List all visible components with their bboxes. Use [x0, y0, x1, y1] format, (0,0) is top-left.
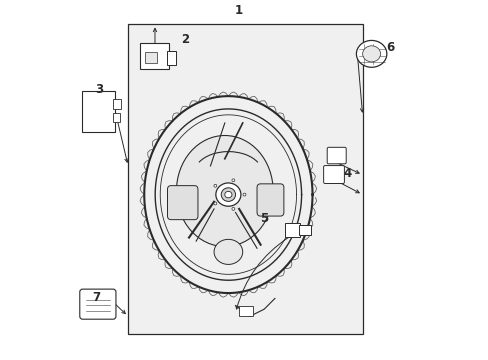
Ellipse shape	[356, 40, 386, 67]
Ellipse shape	[231, 179, 234, 182]
FancyBboxPatch shape	[82, 91, 115, 131]
FancyBboxPatch shape	[299, 225, 311, 235]
Text: 6: 6	[385, 41, 393, 54]
FancyBboxPatch shape	[323, 166, 344, 184]
FancyBboxPatch shape	[257, 184, 284, 216]
Text: 4: 4	[342, 167, 350, 180]
Ellipse shape	[215, 183, 241, 206]
Ellipse shape	[362, 46, 380, 62]
Ellipse shape	[224, 192, 231, 198]
Text: 3: 3	[95, 83, 103, 96]
FancyBboxPatch shape	[166, 51, 176, 64]
Ellipse shape	[243, 193, 245, 196]
Ellipse shape	[221, 188, 235, 201]
Ellipse shape	[213, 202, 216, 205]
Ellipse shape	[176, 135, 273, 247]
Ellipse shape	[214, 239, 242, 264]
FancyBboxPatch shape	[167, 186, 198, 220]
FancyBboxPatch shape	[326, 147, 346, 164]
Text: 1: 1	[235, 4, 243, 17]
Bar	[128, 24, 362, 334]
Text: 2: 2	[181, 33, 189, 46]
FancyBboxPatch shape	[145, 53, 157, 63]
Ellipse shape	[213, 184, 216, 187]
FancyBboxPatch shape	[113, 113, 120, 122]
Bar	[239, 306, 253, 316]
Ellipse shape	[231, 207, 234, 210]
Text: 7: 7	[92, 291, 100, 304]
FancyBboxPatch shape	[113, 99, 121, 109]
FancyBboxPatch shape	[139, 43, 168, 68]
FancyBboxPatch shape	[80, 289, 116, 319]
FancyBboxPatch shape	[284, 223, 300, 237]
Text: 5: 5	[260, 212, 268, 225]
